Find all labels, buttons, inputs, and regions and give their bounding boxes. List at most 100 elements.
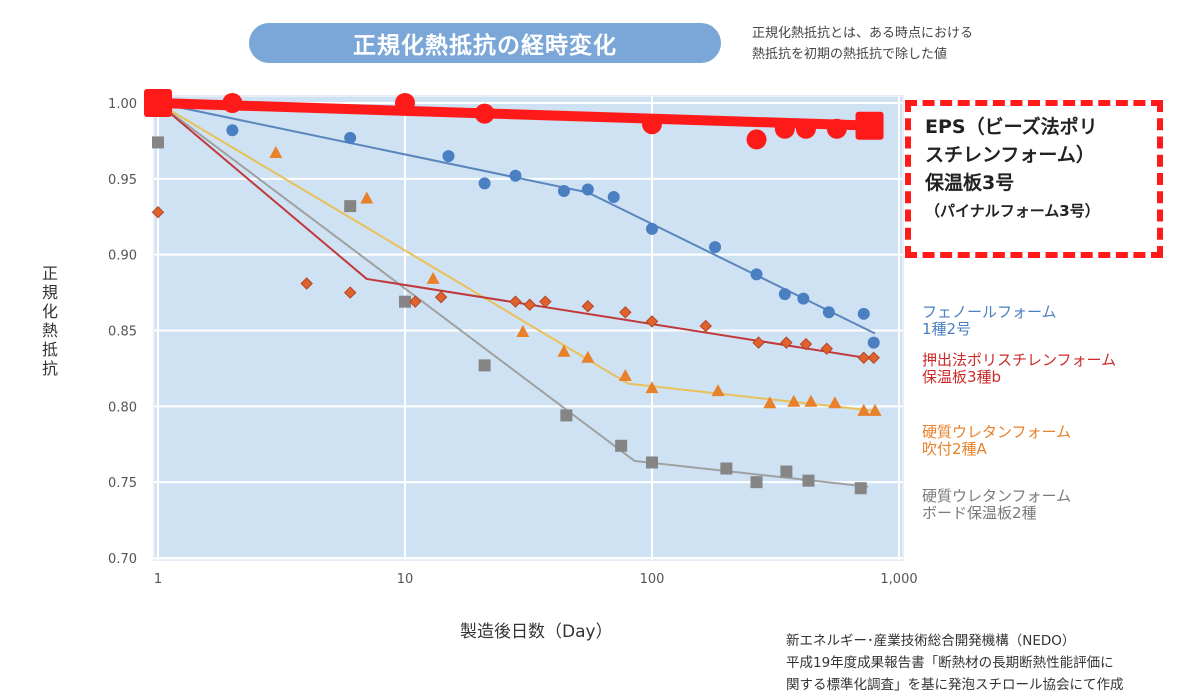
spray-triangle-marker [269,146,283,159]
x-tick-label: 1,000 [880,572,917,587]
eps-circle-marker [395,93,415,113]
y-tick-label: 0.95 [108,173,137,188]
phenol-circle-marker [557,184,570,197]
board-square-marker [780,465,793,478]
trend-line [157,102,876,361]
eps-circle-marker [474,103,495,124]
eps-square-marker [855,111,884,140]
eps-circle-marker [746,129,767,150]
eps-circle-marker [826,118,847,139]
plot-area [153,95,904,561]
phenol-circle-marker [226,124,239,137]
xps-diamond-marker [539,295,552,308]
board-square-marker [344,200,357,213]
legend-text: 硬質ウレタンフォーム [922,487,1072,505]
y-tick-label: 0.70 [108,552,137,567]
xps-diamond-marker [619,306,632,319]
phenol-circle-marker [750,268,763,281]
xps-diamond-marker [343,286,357,299]
x-tick-label: 10 [397,572,414,587]
phenol-circle-marker [709,241,722,254]
legend-text: 1種2号 [922,320,972,338]
plot-background [153,95,904,561]
legend-xps: 押出法ポリスチレンフォーム 保温板3種b [922,352,1116,386]
legend-phenol: フェノールフォーム 1種2号 [922,304,1057,338]
xps-diamond-marker [857,351,870,365]
eps-label-line: スチレンフォーム） [925,144,1095,166]
board-square-marker [802,474,815,487]
legend-text: フェノールフォーム [922,303,1057,321]
xps-diamond-marker [645,315,659,328]
xps-diamond-marker [300,277,313,290]
legend-board-urethane: 硬質ウレタンフォーム ボード保温板2種 [922,488,1071,522]
eps-legend-label: EPS（ビーズ法ポリ スチレンフォーム） 保温板3号 （パイナルフォーム3号） [925,113,1100,225]
board-square-marker [560,409,573,422]
xps-diamond-marker [799,337,813,351]
grid-lines [154,96,903,560]
source-line: 平成19年度成果報告書「断熱材の長期断熱性能評価に [786,655,1114,671]
eps-circle-marker [222,93,243,113]
board-square-marker [615,439,628,452]
eps-highlight-box [905,100,1163,258]
spray-triangle-marker [557,344,571,357]
spray-triangle-marker [828,396,842,409]
phenol-circle-marker [581,183,594,196]
phenol-circle-marker [857,307,870,320]
spray-triangle-marker [763,396,777,409]
legend-text: 保温板3種b [922,368,1002,386]
spray-triangle-marker [426,271,440,284]
xps-diamond-marker [151,205,165,219]
spray-triangle-marker [857,403,871,416]
y-tick-label: 1.00 [108,97,137,112]
xps-diamond-marker [434,290,448,304]
xps-diamond-marker [699,319,712,333]
eps-circle-marker [774,118,795,139]
legend-text: 押出法ポリスチレンフォーム [922,351,1117,369]
eps-circle-marker [795,118,816,139]
xps-diamond-marker [409,295,422,308]
y-tick-label: 0.85 [108,325,137,340]
legend-spray-urethane: 硬質ウレタンフォーム 吹付2種A [922,424,1071,458]
phenol-circle-marker [442,150,455,163]
xps-diamond-marker [867,351,880,365]
phenol-circle-marker [867,336,880,349]
spray-triangle-marker [360,191,374,204]
phenol-circle-marker [646,222,658,235]
eps-square-marker [144,89,172,117]
definition-note-line: 熱抵抗を初期の熱抵抗で除した値 [752,47,948,62]
definition-note: 正規化熱抵抗とは、ある時点における 熱抵抗を初期の熱抵抗で除した値 [752,23,973,65]
x-tick-label: 1 [154,572,162,587]
x-tick-label: 100 [640,572,665,587]
y-tick-label: 0.90 [108,249,137,264]
eps-label-line: 保温板3号 [925,172,1015,194]
xps-diamond-marker [581,300,595,313]
source-line: 関する標準化調査」を基に発泡スチロール協会にて作成 [786,677,1124,693]
spray-triangle-marker [868,403,882,416]
x-axis-label: 製造後日数（Day） [460,622,613,642]
phenol-circle-marker [778,288,791,301]
trend-line [157,102,869,488]
phenol-circle-marker [607,191,620,204]
board-square-marker [750,476,763,489]
xps-diamond-marker [820,342,833,355]
eps-label-line: EPS（ビーズ法ポリ [925,116,1098,138]
phenol-circle-marker [797,292,810,305]
source-note: 新エネルギー･産業技術総合開発機構（NEDO） 平成19年度成果報告書「断熱材の… [786,630,1124,696]
legend-text: 硬質ウレタンフォーム [922,423,1072,441]
source-line: 新エネルギー･産業技術総合開発機構（NEDO） [786,633,1076,649]
y-axis-label: 正規化熱抵抗 [41,264,58,378]
board-square-marker [720,462,733,475]
spray-triangle-marker [645,381,659,394]
chart-title: 正規化熱抵抗の経時変化 [249,23,721,63]
eps-label-sub: （パイナルフォーム3号） [925,202,1100,220]
phenol-circle-marker [344,131,357,144]
y-tick-label: 0.75 [108,476,137,491]
board-square-marker [478,359,491,372]
phenol-circle-marker [509,169,522,182]
eps-circle-marker [642,114,662,135]
spray-triangle-marker [516,325,530,338]
phenol-circle-marker [822,306,835,319]
data-markers [144,89,884,495]
xps-diamond-marker [752,336,765,349]
